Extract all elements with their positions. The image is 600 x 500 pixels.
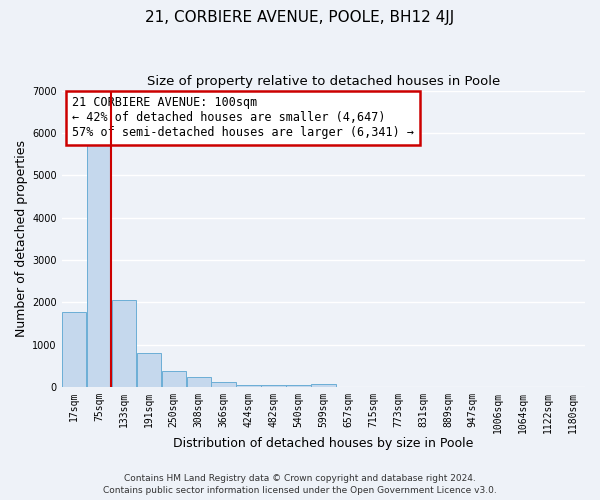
Bar: [236, 384, 261, 387]
Bar: [261, 384, 286, 387]
Bar: [87, 142, 111, 387]
Bar: [211, 382, 236, 387]
Bar: [311, 384, 335, 387]
Bar: [187, 377, 211, 387]
Text: 21 CORBIERE AVENUE: 100sqm
← 42% of detached houses are smaller (4,647)
57% of s: 21 CORBIERE AVENUE: 100sqm ← 42% of deta…: [72, 96, 414, 140]
Bar: [137, 353, 161, 387]
Y-axis label: Number of detached properties: Number of detached properties: [15, 140, 28, 337]
Text: 21, CORBIERE AVENUE, POOLE, BH12 4JJ: 21, CORBIERE AVENUE, POOLE, BH12 4JJ: [145, 10, 455, 25]
Title: Size of property relative to detached houses in Poole: Size of property relative to detached ho…: [147, 75, 500, 88]
Bar: [62, 312, 86, 387]
Bar: [286, 384, 311, 387]
Bar: [161, 371, 186, 387]
Text: Contains HM Land Registry data © Crown copyright and database right 2024.
Contai: Contains HM Land Registry data © Crown c…: [103, 474, 497, 495]
Bar: [112, 300, 136, 387]
X-axis label: Distribution of detached houses by size in Poole: Distribution of detached houses by size …: [173, 437, 473, 450]
